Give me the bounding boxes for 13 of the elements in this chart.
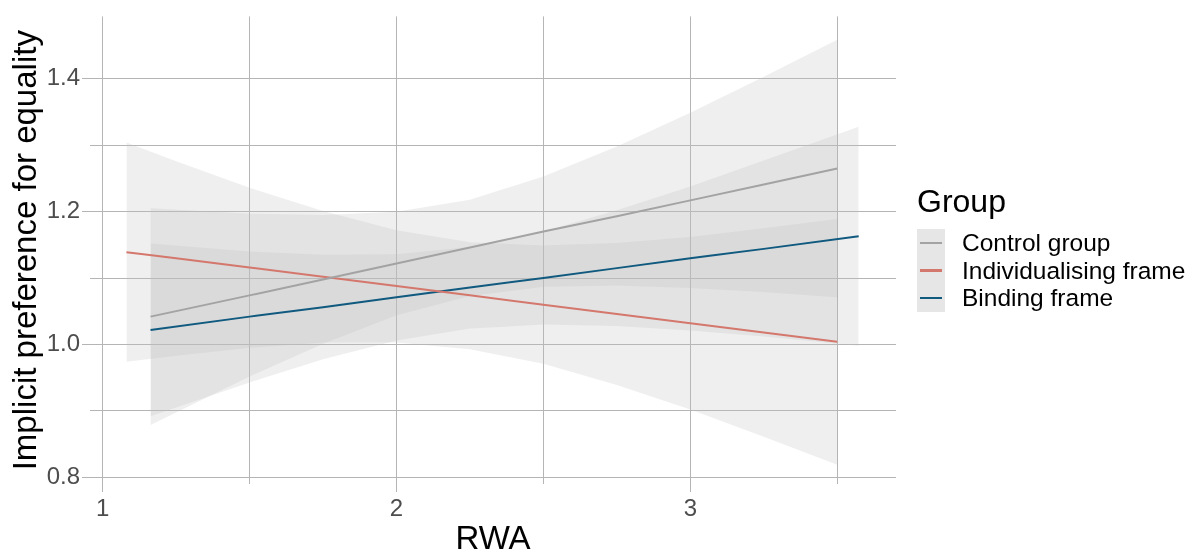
x-tick-label: 2 (389, 494, 404, 522)
x-tick-label: 3 (683, 494, 697, 522)
y-tick-label: 1.4 (46, 63, 80, 91)
y-tick-label: 1.2 (46, 196, 80, 224)
legend-label: Control group (962, 228, 1111, 257)
x-axis-title: RWA (455, 518, 531, 553)
legend-label: Binding frame (962, 284, 1114, 313)
y-axis-title: Implicit preference for equality (5, 29, 43, 471)
legend-label: Individualising frame (962, 256, 1186, 285)
y-tick-label: 1.0 (46, 329, 80, 357)
y-tick-label: 0.8 (46, 461, 80, 489)
x-tick-label: 1 (95, 494, 110, 522)
legend-title: Group (917, 182, 1007, 219)
